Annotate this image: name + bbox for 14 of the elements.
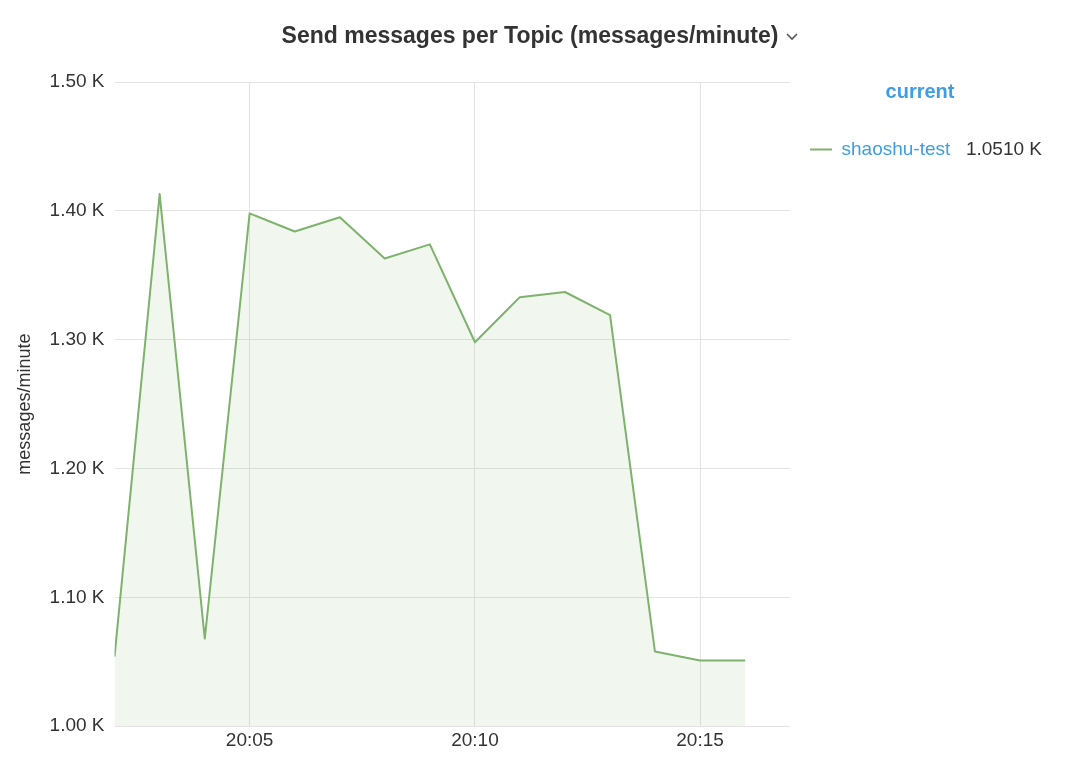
x-tick-label: 20:05 [225, 728, 274, 750]
y-tick-label: 1.40 K [49, 199, 105, 221]
legend-title: current [885, 79, 955, 102]
legend-label: shaoshu-test [841, 137, 951, 159]
x-tick-label: 20:10 [451, 728, 499, 750]
y-tick-label: 1.00 K [49, 714, 105, 736]
x-tick-label: 20:15 [676, 728, 724, 750]
text: 1.0510 K [965, 137, 1043, 159]
chart-title: Send messages per Topic (messages/minute) [281, 22, 779, 48]
y-axis-title: messages/minute [13, 333, 34, 475]
y-tick-label: 1.30 K [49, 327, 105, 349]
y-tick-label: 1.20 K [49, 456, 105, 478]
y-tick-label: 1.50 K [49, 70, 105, 92]
y-tick-label: 1.10 K [49, 585, 105, 607]
